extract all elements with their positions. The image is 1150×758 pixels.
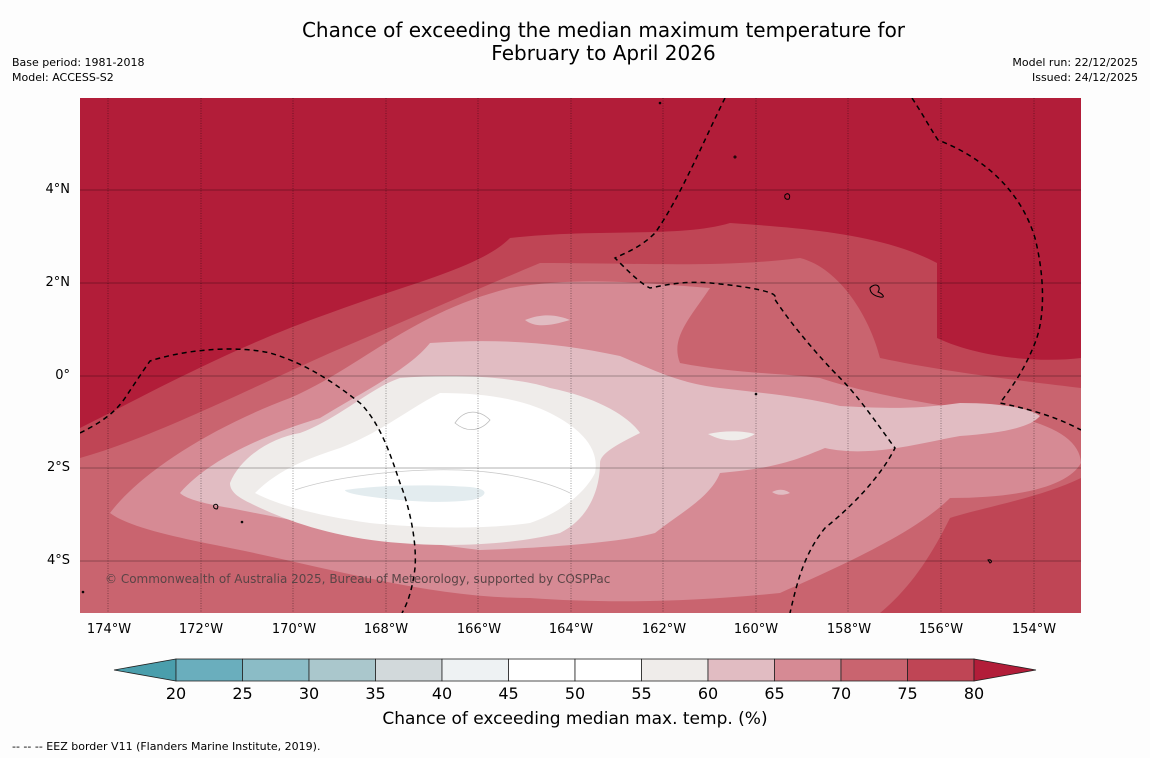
lat-label-2n: 2°N [45, 275, 71, 290]
colorbar-tick-20: 20 [165, 684, 187, 703]
islands [81, 101, 992, 594]
colorbar-tick-35: 35 [365, 684, 386, 703]
colorbar-box-45-50 [508, 658, 576, 682]
lat-label-2s: 2°S [46, 460, 70, 475]
colorbar-tick-45: 45 [498, 684, 519, 703]
lon-label-172w: 172°W [178, 622, 224, 637]
colorbar-tick-30: 30 [298, 684, 320, 703]
colorbar-extend-high [973, 658, 1037, 682]
lon-label-174w: 174°W [86, 622, 132, 637]
meta-right: Model run: 22/12/2025 Issued: 24/12/2025 [1012, 55, 1138, 85]
colorbar [113, 658, 1037, 682]
colorbar-box-55-60 [641, 658, 709, 682]
colorbar-tick-65: 65 [764, 684, 785, 703]
model-text: Model: ACCESS-S2 [12, 71, 114, 84]
lon-label-158w: 158°W [826, 622, 872, 637]
model-run-text: Model run: 22/12/2025 [1012, 56, 1138, 69]
meta-left: Base period: 1981-2018 Model: ACCESS-S2 [12, 55, 144, 85]
lon-label-166w: 166°W [456, 622, 502, 637]
colorbar-box-35-40 [375, 658, 443, 682]
lon-label-170w: 170°W [271, 622, 317, 637]
colorbar-box-20-25 [175, 658, 243, 682]
eez-borders [80, 98, 1081, 613]
eez-legend-note: -- -- -- EEZ border V11 (Flanders Marine… [12, 740, 321, 753]
chart-title-line-2: February to April 2026 [491, 41, 716, 65]
lat-label-4s: 4°S [46, 553, 70, 568]
colorbar-tick-40: 40 [431, 684, 453, 703]
copyright-credit: © Commonwealth of Australia 2025, Bureau… [105, 572, 611, 586]
colorbar-box-30-35 [308, 658, 376, 682]
colorbar-tick-50: 50 [564, 684, 586, 703]
lon-label-162w: 162°W [641, 622, 687, 637]
lat-label-4n: 4°N [45, 182, 71, 197]
colorbar-box-40-45 [441, 658, 509, 682]
lon-label-164w: 164°W [548, 622, 594, 637]
contour-45-55 [255, 393, 596, 528]
colorbar-box-50-55 [574, 658, 642, 682]
colorbar-box-65-70 [774, 658, 842, 682]
colorbar-tick-60: 60 [697, 684, 719, 703]
colorbar-box-60-65 [707, 658, 775, 682]
colorbar-box-25-30 [242, 658, 310, 682]
lon-label-156w: 156°W [918, 622, 964, 637]
colorbar-extend-low [113, 658, 177, 682]
probability-map [80, 98, 1081, 613]
chart-title-line-1: Chance of exceeding the median maximum t… [301, 18, 906, 42]
contour-40-45 [345, 485, 485, 502]
lat-label-0: 0° [55, 368, 70, 383]
colorbar-tick-75: 75 [897, 684, 918, 703]
colorbar-title: Chance of exceeding median max. temp. (%… [382, 709, 768, 729]
lon-label-160w: 160°W [733, 622, 779, 637]
colorbar-box-70-75 [840, 658, 908, 682]
colorbar-tick-25: 25 [232, 684, 253, 703]
lon-label-154w: 154°W [1011, 622, 1057, 637]
base-period-text: Base period: 1981-2018 [12, 56, 145, 69]
colorbar-tick-70: 70 [830, 684, 852, 703]
colorbar-box-75-80 [907, 658, 975, 682]
colorbar-tick-55: 55 [631, 684, 652, 703]
lon-label-168w: 168°W [363, 622, 409, 637]
issued-text: Issued: 24/12/2025 [1031, 71, 1138, 84]
colorbar-tick-80: 80 [963, 684, 985, 703]
